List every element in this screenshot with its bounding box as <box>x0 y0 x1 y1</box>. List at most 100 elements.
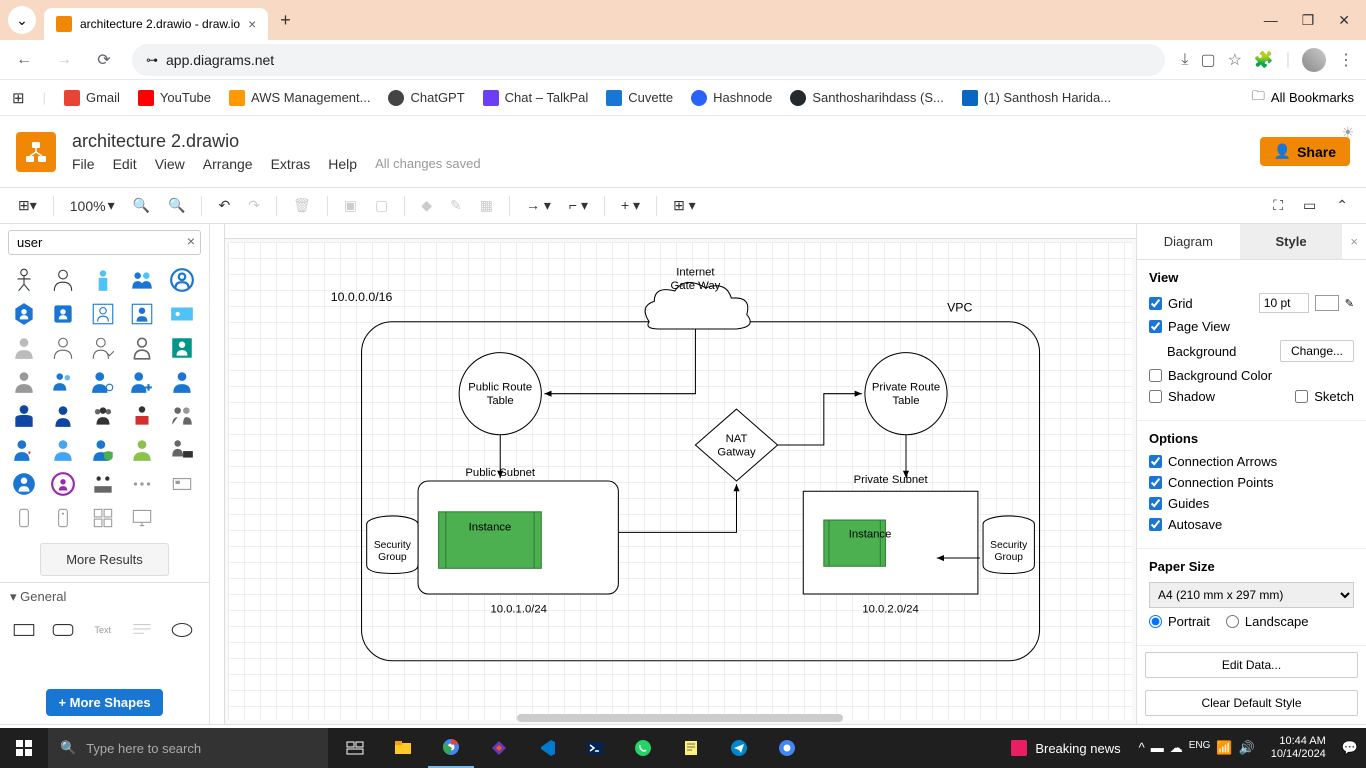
guides-checkbox[interactable] <box>1149 497 1162 510</box>
shape-user-circle[interactable] <box>166 265 198 295</box>
explorer-icon[interactable] <box>380 728 426 768</box>
shape-dots[interactable] <box>126 469 158 499</box>
paper-size-select[interactable]: A4 (210 mm x 297 mm) <box>1149 582 1354 608</box>
format-icon[interactable]: ▭ <box>1297 193 1322 218</box>
more-results-button[interactable]: More Results <box>40 543 169 576</box>
arrow-public-nat[interactable] <box>618 484 736 532</box>
shape-user-shield[interactable] <box>87 435 119 465</box>
shape-user-ring[interactable] <box>47 469 79 499</box>
shape-server-users[interactable] <box>87 469 119 499</box>
shape-user-teal[interactable] <box>166 333 198 363</box>
shape-user-laptop[interactable] <box>166 435 198 465</box>
shape-user-gray1[interactable] <box>8 333 40 363</box>
battery-icon[interactable]: ▬ <box>1151 740 1164 756</box>
pageview-checkbox[interactable] <box>1149 320 1162 333</box>
shape-text[interactable]: Text <box>87 615 119 645</box>
bookmark-youtube[interactable]: YouTube <box>138 90 211 106</box>
shape-user-hex[interactable] <box>8 299 40 329</box>
to-front-icon[interactable]: ▣ <box>338 193 363 218</box>
install-icon[interactable]: ⤓ <box>1181 51 1188 69</box>
bookmark-gmail[interactable]: Gmail <box>64 90 120 106</box>
system-clock[interactable]: 10:44 AM 10/14/2024 <box>1263 735 1334 761</box>
shape-user-dark2[interactable] <box>47 401 79 431</box>
volume-icon[interactable]: 🔊 <box>1239 740 1255 756</box>
apps-icon[interactable]: ⊞ <box>12 89 25 107</box>
browser-tab[interactable]: architecture 2.drawio - draw.io × <box>44 8 268 40</box>
edit-data-button[interactable]: Edit Data... <box>1145 652 1358 678</box>
public-rt[interactable] <box>459 353 541 435</box>
portrait-radio[interactable] <box>1149 615 1162 628</box>
shape-actor[interactable] <box>8 265 40 295</box>
grid-size-input[interactable] <box>1259 293 1309 313</box>
shape-user-dark[interactable] <box>8 401 40 431</box>
shape-user-heart[interactable] <box>8 435 40 465</box>
zoom-in-icon[interactable]: 🔍 <box>127 193 156 218</box>
change-bg-button[interactable]: Change... <box>1280 340 1354 362</box>
instance-2[interactable] <box>824 520 886 566</box>
panel-close-icon[interactable]: × <box>1342 224 1366 259</box>
shape-users-multi[interactable] <box>87 401 119 431</box>
shape-user-group2[interactable] <box>166 401 198 431</box>
shape-user-toolbox[interactable] <box>126 401 158 431</box>
collapse-icon[interactable]: ⌃ <box>1330 193 1354 218</box>
chrome-icon[interactable] <box>428 728 474 768</box>
shape-textbox[interactable] <box>126 615 158 645</box>
bookmark-linkedin[interactable]: (1) Santhosh Harida... <box>962 90 1111 106</box>
arrow-nat-private-rt[interactable] <box>778 394 862 445</box>
autosave-checkbox[interactable] <box>1149 518 1162 531</box>
shape-users-blue1[interactable] <box>47 367 79 397</box>
zoom-out-icon[interactable]: 🔍 <box>162 193 191 218</box>
wifi-icon[interactable]: 📶 <box>1216 740 1232 756</box>
menu-edit[interactable]: Edit <box>113 156 137 172</box>
menu-file[interactable]: File <box>72 156 95 172</box>
tab-diagram[interactable]: Diagram <box>1137 224 1240 259</box>
task-view-icon[interactable] <box>332 728 378 768</box>
undo-icon[interactable]: ↶ <box>212 193 236 218</box>
private-rt[interactable] <box>865 353 947 435</box>
connection-icon[interactable]: → ▾ <box>520 193 557 218</box>
minimize-icon[interactable]: — <box>1264 12 1278 29</box>
vscode-icon[interactable] <box>524 728 570 768</box>
diagram-canvas[interactable]: VPC 10.0.0.0/16 Internet Gate Way Public… <box>228 242 1132 720</box>
bgcolor-checkbox[interactable] <box>1149 369 1162 382</box>
reload-button[interactable]: ⟳ <box>92 50 116 70</box>
bookmark-hashnode[interactable]: Hashnode <box>691 90 772 106</box>
bookmark-github[interactable]: Santhosharihdass (S... <box>790 90 944 106</box>
arrow-igw-public[interactable] <box>544 329 695 394</box>
menu-help[interactable]: Help <box>328 156 357 172</box>
shadow-checkbox[interactable] <box>1149 390 1162 403</box>
all-bookmarks-button[interactable]: 🗀All Bookmarks <box>1252 87 1354 109</box>
cloud-icon[interactable]: ☁ <box>1170 740 1183 756</box>
close-icon[interactable]: ✕ <box>1338 12 1350 29</box>
devices-icon[interactable]: ▢ <box>1200 50 1215 70</box>
grid-color-pencil-icon[interactable]: ✎ <box>1345 297 1354 310</box>
sketch-checkbox[interactable] <box>1295 390 1308 403</box>
start-button[interactable] <box>0 728 48 768</box>
shape-grid-icon[interactable] <box>87 503 119 533</box>
theme-toggle-icon[interactable]: ☀ <box>1341 124 1354 141</box>
instance-1[interactable] <box>439 512 542 569</box>
notifications-icon[interactable]: 💬 <box>1342 740 1358 756</box>
grid-color-swatch[interactable] <box>1315 295 1339 311</box>
news-widget[interactable]: Breaking news <box>1001 740 1130 756</box>
horizontal-scrollbar[interactable] <box>228 714 1132 724</box>
general-section-header[interactable]: ▾ General <box>0 582 209 611</box>
shape-user-green[interactable] <box>126 435 158 465</box>
bookmark-chatgpt[interactable]: ChatGPT <box>388 90 464 106</box>
view-dropdown[interactable]: ⊞▾ <box>12 193 43 218</box>
shape-person-blue[interactable] <box>87 265 119 295</box>
tab-style[interactable]: Style <box>1240 224 1343 259</box>
search-clear-icon[interactable]: × <box>187 233 195 249</box>
shape-user-card[interactable] <box>166 299 198 329</box>
insert-icon[interactable]: + ▾ <box>615 193 646 218</box>
shape-user-outline2[interactable] <box>126 333 158 363</box>
redo-icon[interactable]: ↷ <box>242 193 266 218</box>
tab-search-button[interactable]: ⌄ <box>8 6 36 34</box>
shape-card-gray[interactable] <box>166 469 198 499</box>
table-icon[interactable]: ⊞ ▾ <box>667 193 702 218</box>
shape-user[interactable] <box>47 265 79 295</box>
shape-user-badge[interactable] <box>47 299 79 329</box>
menu-arrange[interactable]: Arrange <box>203 156 253 172</box>
shape-user-blue2[interactable] <box>166 367 198 397</box>
windows-search[interactable]: 🔍 Type here to search <box>48 728 328 768</box>
